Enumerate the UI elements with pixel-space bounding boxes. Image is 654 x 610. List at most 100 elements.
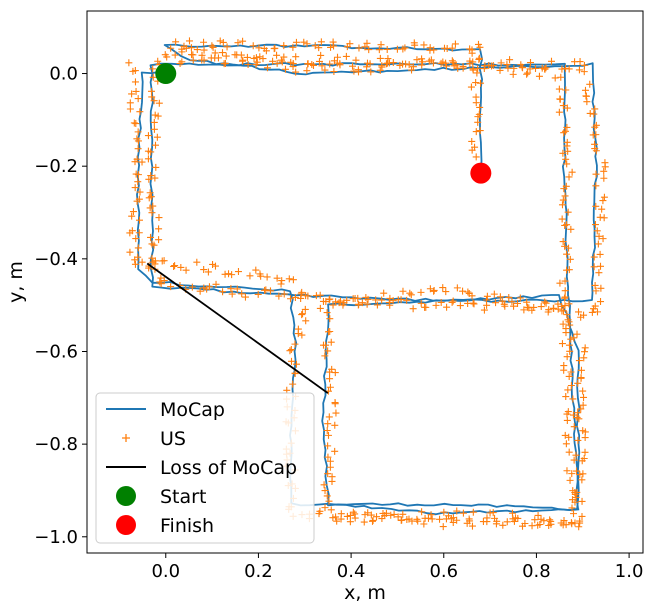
- us-point: [325, 497, 333, 505]
- us-point: [131, 158, 139, 166]
- us-point: [266, 287, 274, 295]
- us-point: [476, 43, 484, 51]
- us-point: [570, 456, 578, 464]
- us-point: [526, 65, 534, 73]
- us-point: [565, 433, 573, 441]
- us-point: [564, 147, 572, 155]
- us-point: [332, 409, 340, 417]
- us-point: [592, 182, 600, 190]
- us-point: [489, 61, 497, 69]
- us-point: [163, 53, 171, 61]
- us-point: [558, 65, 566, 73]
- us-point: [147, 148, 155, 156]
- us-point: [516, 294, 524, 302]
- us-point: [136, 216, 144, 224]
- us-point: [155, 236, 163, 244]
- us-point: [518, 522, 526, 530]
- us-point: [598, 205, 606, 213]
- us-point: [577, 313, 585, 321]
- loss-of-mocap-line: [146, 262, 329, 394]
- us-point: [171, 262, 179, 270]
- us-point: [561, 287, 569, 295]
- us-point: [328, 365, 336, 373]
- us-point: [147, 172, 155, 180]
- us-point: [188, 283, 196, 291]
- us-point: [563, 250, 571, 258]
- us-point: [578, 512, 586, 520]
- us-point: [204, 268, 212, 276]
- us-point: [580, 68, 588, 76]
- x-tick-label: 0.8: [522, 561, 551, 582]
- us-point: [399, 287, 407, 295]
- us-point: [408, 66, 416, 74]
- us-point: [474, 118, 482, 126]
- us-point: [368, 517, 376, 525]
- us-point: [550, 305, 558, 313]
- us-point: [128, 90, 136, 98]
- us-point: [131, 78, 139, 86]
- us-point: [148, 254, 156, 262]
- us-point: [330, 68, 338, 76]
- us-point: [131, 260, 139, 268]
- us-point: [324, 442, 332, 450]
- us-point: [178, 58, 186, 66]
- us-point: [346, 40, 354, 48]
- us-point: [524, 303, 532, 311]
- us-point: [144, 155, 152, 163]
- x-tick-label: 1.0: [615, 561, 644, 582]
- us-point: [568, 470, 576, 478]
- us-point: [346, 512, 354, 520]
- us-point: [292, 38, 300, 46]
- us-point: [255, 44, 263, 52]
- us-point: [546, 516, 554, 524]
- us-point: [577, 405, 585, 413]
- us-point: [570, 423, 578, 431]
- us-point: [540, 517, 548, 525]
- us-point: [397, 296, 405, 304]
- us-point: [459, 287, 467, 295]
- us-point: [593, 308, 601, 316]
- us-point: [129, 67, 137, 75]
- us-point: [428, 515, 436, 523]
- axes-frame: [86, 10, 644, 554]
- legend-label-loss-of-mocap: Loss of MoCap: [160, 457, 297, 479]
- us-point: [326, 60, 334, 68]
- us-point: [138, 158, 146, 166]
- y-tick-label: −1.0: [34, 527, 78, 548]
- us-point: [486, 509, 494, 517]
- us-point: [575, 308, 583, 316]
- us-point: [331, 447, 339, 455]
- us-point: [571, 498, 579, 506]
- us-point: [563, 467, 571, 475]
- us-point: [336, 297, 344, 305]
- us-point: [468, 292, 476, 300]
- us-point: [592, 287, 600, 295]
- us-point: [316, 304, 324, 312]
- us-point: [418, 61, 426, 69]
- us-point: [176, 59, 184, 67]
- us-point: [149, 65, 157, 73]
- us-point: [326, 315, 334, 323]
- us-point: [430, 46, 438, 54]
- us-point: [476, 127, 484, 135]
- us-point: [269, 57, 277, 65]
- us-point: [491, 514, 499, 522]
- us-point: [366, 60, 374, 68]
- legend-label-mocap: MoCap: [160, 399, 225, 421]
- us-point: [277, 280, 285, 288]
- us-point: [148, 87, 156, 95]
- us-point: [321, 352, 329, 360]
- us-point: [565, 266, 573, 274]
- us-point: [225, 270, 233, 278]
- us-point: [273, 274, 281, 282]
- mocap-line-lap-1: [136, 62, 581, 511]
- us-point: [591, 281, 599, 289]
- us-point: [160, 257, 168, 265]
- us-point: [469, 508, 477, 516]
- legend-swatch-us: [122, 434, 130, 442]
- us-point: [590, 253, 598, 261]
- us-point: [351, 294, 359, 302]
- us-point: [596, 250, 604, 258]
- us-point: [523, 70, 531, 78]
